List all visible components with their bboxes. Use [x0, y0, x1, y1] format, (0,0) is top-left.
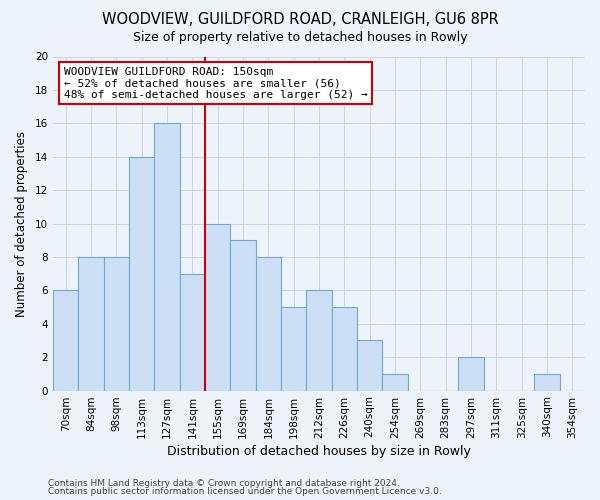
Text: WOODVIEW GUILDFORD ROAD: 150sqm
← 52% of detached houses are smaller (56)
48% of: WOODVIEW GUILDFORD ROAD: 150sqm ← 52% of…: [64, 66, 367, 100]
Bar: [230, 240, 256, 390]
Text: Size of property relative to detached houses in Rowly: Size of property relative to detached ho…: [133, 31, 467, 44]
Bar: [458, 357, 484, 390]
Bar: [104, 257, 129, 390]
Bar: [281, 307, 307, 390]
Bar: [332, 307, 357, 390]
Bar: [357, 340, 382, 390]
Bar: [307, 290, 332, 390]
Bar: [79, 257, 104, 390]
Bar: [256, 257, 281, 390]
Bar: [180, 274, 205, 390]
Bar: [129, 156, 154, 390]
Bar: [154, 124, 180, 390]
Text: Contains HM Land Registry data © Crown copyright and database right 2024.: Contains HM Land Registry data © Crown c…: [48, 478, 400, 488]
Text: WOODVIEW, GUILDFORD ROAD, CRANLEIGH, GU6 8PR: WOODVIEW, GUILDFORD ROAD, CRANLEIGH, GU6…: [101, 12, 499, 28]
Bar: [53, 290, 79, 390]
Bar: [382, 374, 407, 390]
Bar: [205, 224, 230, 390]
X-axis label: Distribution of detached houses by size in Rowly: Distribution of detached houses by size …: [167, 444, 471, 458]
Text: Contains public sector information licensed under the Open Government Licence v3: Contains public sector information licen…: [48, 487, 442, 496]
Y-axis label: Number of detached properties: Number of detached properties: [15, 130, 28, 316]
Bar: [535, 374, 560, 390]
